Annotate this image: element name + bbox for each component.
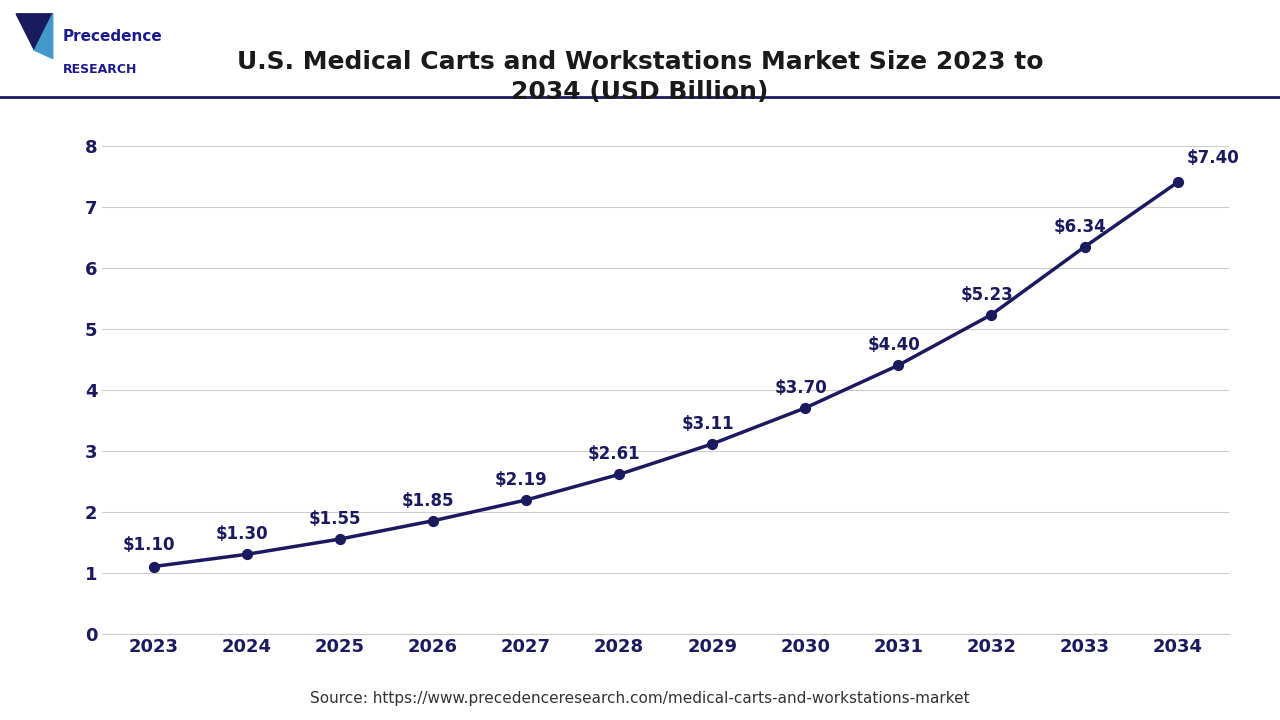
Point <box>701 438 722 450</box>
Point <box>888 359 909 371</box>
Point <box>1167 176 1188 188</box>
Point <box>609 469 630 480</box>
Text: $1.85: $1.85 <box>402 492 454 510</box>
Polygon shape <box>17 14 52 50</box>
Point <box>143 561 164 572</box>
Text: $1.55: $1.55 <box>308 510 361 528</box>
Text: Source: https://www.precedenceresearch.com/medical-carts-and-workstations-market: Source: https://www.precedenceresearch.c… <box>310 690 970 706</box>
Text: $7.40: $7.40 <box>1187 149 1239 167</box>
Text: $3.70: $3.70 <box>774 379 827 397</box>
Point <box>1074 241 1094 253</box>
Text: $1.30: $1.30 <box>216 526 269 544</box>
Point <box>516 494 536 505</box>
Text: U.S. Medical Carts and Workstations Market Size 2023 to
2034 (USD Billion): U.S. Medical Carts and Workstations Mark… <box>237 50 1043 104</box>
Text: $1.10: $1.10 <box>123 536 175 554</box>
Point <box>795 402 815 414</box>
Point <box>422 515 443 526</box>
Text: $6.34: $6.34 <box>1053 218 1106 236</box>
Polygon shape <box>35 14 52 58</box>
Text: $2.61: $2.61 <box>588 446 641 464</box>
Text: Precedence: Precedence <box>63 29 163 44</box>
Text: $5.23: $5.23 <box>960 286 1014 304</box>
Text: RESEARCH: RESEARCH <box>63 63 137 76</box>
Text: $4.40: $4.40 <box>868 336 920 354</box>
Point <box>237 549 257 560</box>
Text: $2.19: $2.19 <box>495 471 548 489</box>
Text: $3.11: $3.11 <box>681 415 733 433</box>
Point <box>982 309 1002 320</box>
Point <box>329 534 349 545</box>
